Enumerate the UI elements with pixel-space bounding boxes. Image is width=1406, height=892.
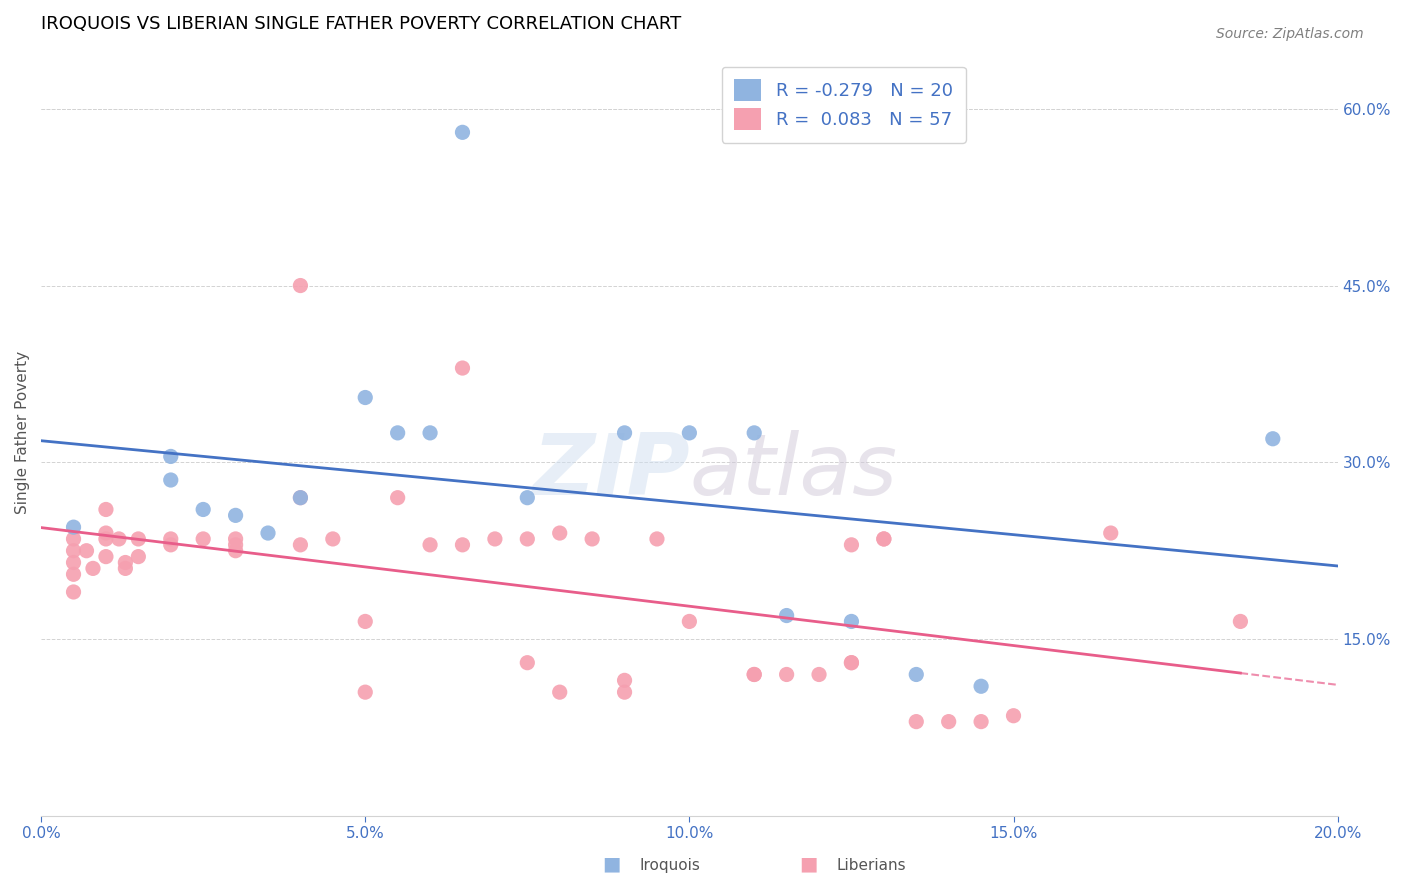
Legend: R = -0.279   N = 20, R =  0.083   N = 57: R = -0.279 N = 20, R = 0.083 N = 57 [721,67,966,143]
Point [159,473,181,487]
Point [581,532,603,546]
Point [94,526,117,541]
Point [387,425,409,440]
Point [419,425,441,440]
Point [808,667,831,681]
Text: Source: ZipAtlas.com: Source: ZipAtlas.com [1216,27,1364,41]
Point [451,125,474,139]
Point [775,608,797,623]
Point [193,502,215,516]
Point [742,667,765,681]
Point [94,549,117,564]
Point [419,538,441,552]
Point [645,532,668,546]
Point [114,556,136,570]
Point [225,538,247,552]
Point [1261,432,1284,446]
Text: ZIP: ZIP [531,430,689,513]
Point [548,526,571,541]
Point [62,556,84,570]
Point [225,543,247,558]
Point [742,667,765,681]
Point [62,543,84,558]
Point [62,567,84,582]
Point [82,561,104,575]
Point [451,538,474,552]
Point [905,667,928,681]
Point [613,673,636,688]
Point [127,532,149,546]
Text: Iroquois: Iroquois [640,858,700,872]
Point [1099,526,1122,541]
Point [970,679,993,693]
Point [94,532,117,546]
Point [905,714,928,729]
Point [114,561,136,575]
Point [257,526,280,541]
Point [613,685,636,699]
Point [1229,615,1251,629]
Point [742,425,765,440]
Point [516,532,538,546]
Point [354,615,377,629]
Point [62,520,84,534]
Point [873,532,896,546]
Text: Liberians: Liberians [837,858,907,872]
Point [841,656,863,670]
Point [516,656,538,670]
Point [548,685,571,699]
Point [159,532,181,546]
Point [354,391,377,405]
Point [387,491,409,505]
Point [613,425,636,440]
Point [159,450,181,464]
Point [225,508,247,523]
Point [159,538,181,552]
Point [62,585,84,599]
Text: IROQUOIS VS LIBERIAN SINGLE FATHER POVERTY CORRELATION CHART: IROQUOIS VS LIBERIAN SINGLE FATHER POVER… [41,15,682,33]
Point [775,667,797,681]
Point [290,491,312,505]
Point [290,538,312,552]
Point [225,532,247,546]
Point [873,532,896,546]
Point [108,532,131,546]
Point [841,615,863,629]
Point [1002,708,1025,723]
Point [484,532,506,546]
Point [62,532,84,546]
Point [290,491,312,505]
Point [322,532,344,546]
Point [290,278,312,293]
Text: ■: ■ [602,855,621,873]
Y-axis label: Single Father Poverty: Single Father Poverty [15,351,30,515]
Point [94,502,117,516]
Point [516,491,538,505]
Point [841,538,863,552]
Point [127,549,149,564]
Point [76,543,98,558]
Text: ■: ■ [799,855,818,873]
Point [678,615,700,629]
Point [193,532,215,546]
Point [354,685,377,699]
Text: atlas: atlas [689,430,897,513]
Point [678,425,700,440]
Point [938,714,960,729]
Point [451,361,474,376]
Point [970,714,993,729]
Point [841,656,863,670]
